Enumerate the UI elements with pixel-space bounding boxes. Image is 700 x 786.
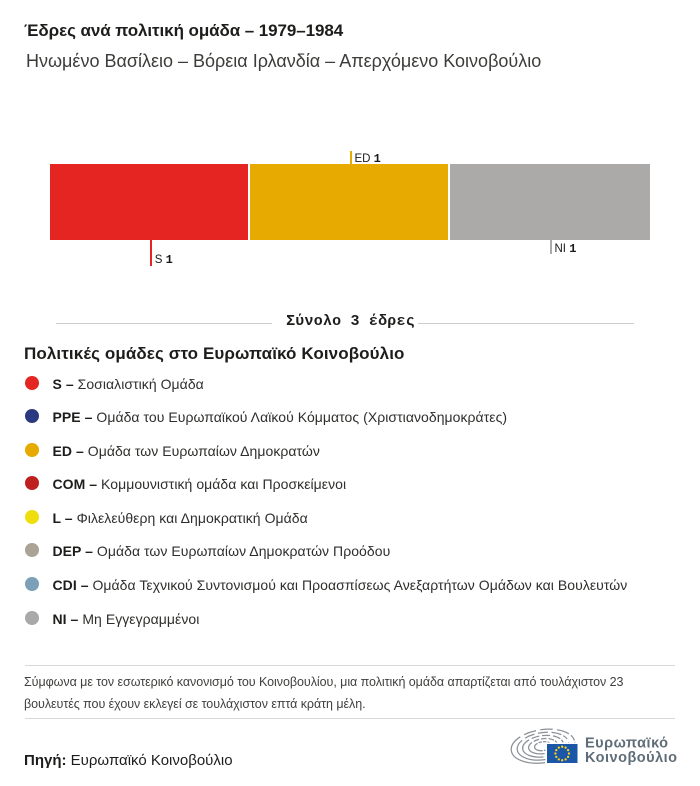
svg-text:Κοινοβούλιο: Κοινοβούλιο [585, 750, 678, 766]
svg-text:Ευρωπαϊκό: Ευρωπαϊκό [585, 736, 669, 752]
